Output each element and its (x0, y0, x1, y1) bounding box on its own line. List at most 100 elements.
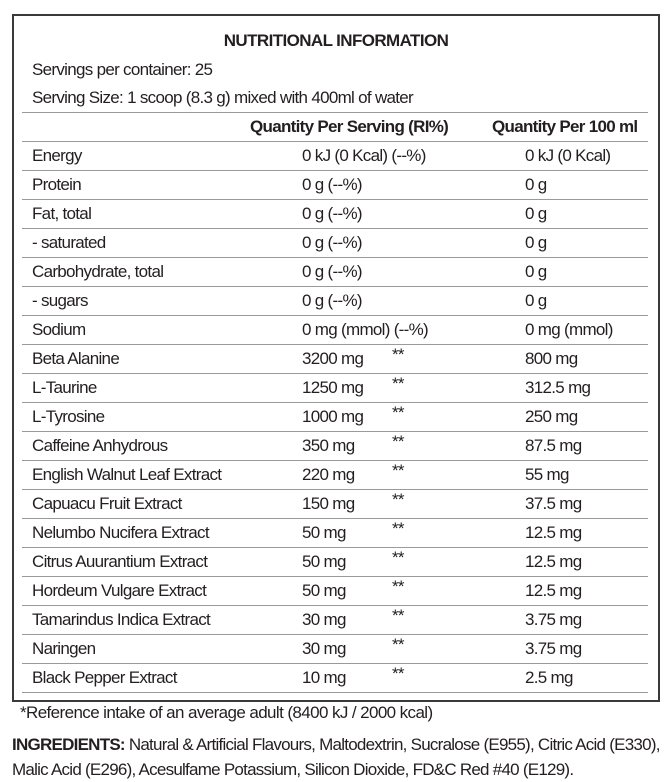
table-row: Tamarindus Indica Extract 30 mg ** 3.75 mg (22, 605, 648, 635)
per-100ml-value: 0 g (525, 291, 547, 310)
per-serving-value: 1250 mg (302, 378, 364, 397)
header-per-100ml: Quantity Per 100 ml (492, 117, 638, 136)
per-serving-value: 0 g (--%) (302, 262, 363, 281)
servings-per-container: Servings per container: 25 (32, 60, 213, 79)
ri-value: ** (392, 490, 405, 509)
footnote: *Reference intake of an average adult (8… (20, 703, 433, 722)
serving-size: Serving Size: 1 scoop (8.3 g) mixed with… (32, 88, 414, 107)
table-row: Caffeine Anhydrous 350 mg ** 87.5 mg (22, 431, 648, 461)
per-serving-value: 350 mg (302, 436, 355, 455)
nutrient-name: Capuacu Fruit Extract (32, 494, 182, 513)
nutrient-name: L-Tyrosine (32, 407, 105, 426)
per-100ml-value: 12.5 mg (525, 523, 582, 542)
table-row: English Walnut Leaf Extract 220 mg ** 55 mg (22, 460, 648, 490)
per-serving-value: 10 mg (302, 668, 346, 687)
nutrient-name: - saturated (32, 233, 106, 252)
nutrient-name: Citrus Auurantium Extract (32, 552, 208, 571)
nutrient-name: Fat, total (32, 204, 92, 223)
table-title: NUTRITIONAL INFORMATION (223, 31, 449, 50)
nutrient-name: Carbohydrate, total (32, 262, 164, 281)
table-row: Black Pepper Extract 10 mg ** 2.5 mg (22, 663, 648, 693)
nutrient-name: English Walnut Leaf Extract (32, 465, 222, 484)
per-100ml-value: 2.5 mg (525, 668, 573, 687)
table-row: Naringen 30 mg ** 3.75 mg (22, 634, 648, 664)
table-row: L-Tyrosine 1000 mg ** 250 mg (22, 402, 648, 432)
per-serving-value: 50 mg (302, 581, 346, 600)
per-100ml-value: 55 mg (525, 465, 569, 484)
nutrient-name: L-Taurine (32, 378, 97, 397)
ingredients: INGREDIENTS: Natural & Artificial Flavou… (12, 732, 662, 782)
per-serving-value: 150 mg (302, 494, 355, 513)
per-100ml-value: 800 mg (525, 349, 578, 368)
nutrition-table: NUTRITIONAL INFORMATION Servings per con… (12, 14, 660, 702)
per-100ml-value: 3.75 mg (525, 610, 582, 629)
per-100ml-value: 0 g (525, 262, 547, 281)
nutrient-name: - sugars (32, 291, 89, 310)
per-serving-value: 0 g (--%) (302, 233, 363, 252)
per-100ml-value: 0 g (525, 233, 547, 252)
nutrient-name: Sodium (32, 320, 86, 339)
per-serving-value: 0 g (--%) (302, 204, 363, 223)
per-100ml-value: 37.5 mg (525, 494, 582, 513)
per-100ml-value: 0 g (525, 175, 547, 194)
per-100ml-value: 312.5 mg (525, 378, 591, 397)
per-100ml-value: 0 mg (mmol) (525, 320, 613, 339)
ri-value: ** (392, 374, 405, 393)
nutrient-name: Caffeine Anhydrous (32, 436, 168, 455)
nutrient-name: Beta Alanine (32, 349, 120, 368)
table-row: Energy 0 kJ (0 Kcal) (--%) 0 kJ (0 Kcal) (22, 141, 648, 171)
per-serving-value: 3200 mg (302, 349, 364, 368)
ingredients-text: Natural & Artificial Flavours, Maltodext… (12, 735, 660, 779)
table-row: Carbohydrate, total 0 g (--%) 0 g (22, 257, 648, 287)
table-row: L-Taurine 1250 mg ** 312.5 mg (22, 373, 648, 403)
table-row: Fat, total 0 g (--%) 0 g (22, 199, 648, 229)
serving-size-row: Serving Size: 1 scoop (8.3 g) mixed with… (22, 83, 648, 113)
table-row: Citrus Auurantium Extract 50 mg ** 12.5 mg (22, 547, 648, 577)
per-100ml-value: 250 mg (525, 407, 578, 426)
ri-value: ** (392, 432, 405, 451)
ri-value: ** (392, 577, 405, 596)
per-serving-value: 50 mg (302, 552, 346, 571)
per-serving-value: 30 mg (302, 639, 346, 658)
nutrient-name: Black Pepper Extract (32, 668, 177, 687)
per-serving-value: 220 mg (302, 465, 355, 484)
ri-value: ** (392, 635, 405, 654)
table-row: Nelumbo Nucifera Extract 50 mg ** 12.5 mg (22, 518, 648, 548)
ri-value: ** (392, 606, 405, 625)
per-serving-value: 0 g (--%) (302, 291, 363, 310)
table-row: Beta Alanine 3200 mg ** 800 mg (22, 344, 648, 374)
ri-value: ** (392, 461, 405, 480)
table-row: Capuacu Fruit Extract 150 mg ** 37.5 mg (22, 489, 648, 519)
per-100ml-value: 0 g (525, 204, 547, 223)
ingredients-label: INGREDIENTS: (12, 735, 126, 754)
ri-value: ** (392, 664, 405, 683)
per-100ml-value: 0 kJ (0 Kcal) (525, 146, 611, 165)
ri-value: ** (392, 548, 405, 567)
per-100ml-value: 87.5 mg (525, 436, 582, 455)
table-row: Hordeum Vulgare Extract 50 mg ** 12.5 mg (22, 576, 648, 606)
table-row: - sugars 0 g (--%) 0 g (22, 286, 648, 316)
per-serving-value: 0 mg (mmol) (--%) (302, 320, 429, 339)
column-header-row: Quantity Per Serving (RI%) Quantity Per … (22, 112, 648, 142)
per-serving-value: 0 g (--%) (302, 175, 363, 194)
ri-value: ** (392, 519, 405, 538)
per-100ml-value: 12.5 mg (525, 552, 582, 571)
nutrient-name: Tamarindus Indica Extract (32, 610, 211, 629)
table-row: - saturated 0 g (--%) 0 g (22, 228, 648, 258)
nutrient-name: Hordeum Vulgare Extract (32, 581, 207, 600)
nutrient-name: Energy (32, 146, 82, 165)
ri-value: ** (392, 345, 405, 364)
ri-value: ** (392, 403, 405, 422)
per-serving-value: 0 kJ (0 Kcal) (--%) (302, 146, 426, 165)
per-100ml-value: 3.75 mg (525, 639, 582, 658)
per-100ml-value: 12.5 mg (525, 581, 582, 600)
nutrient-name: Nelumbo Nucifera Extract (32, 523, 210, 542)
header-per-serving: Quantity Per Serving (RI%) (250, 117, 449, 136)
nutrient-name: Naringen (32, 639, 96, 658)
table-row: Protein 0 g (--%) 0 g (22, 170, 648, 200)
per-serving-value: 1000 mg (302, 407, 364, 426)
nutrient-name: Protein (32, 175, 82, 194)
table-row: Sodium 0 mg (mmol) (--%) 0 mg (mmol) (22, 315, 648, 345)
per-serving-value: 30 mg (302, 610, 346, 629)
per-serving-value: 50 mg (302, 523, 346, 542)
